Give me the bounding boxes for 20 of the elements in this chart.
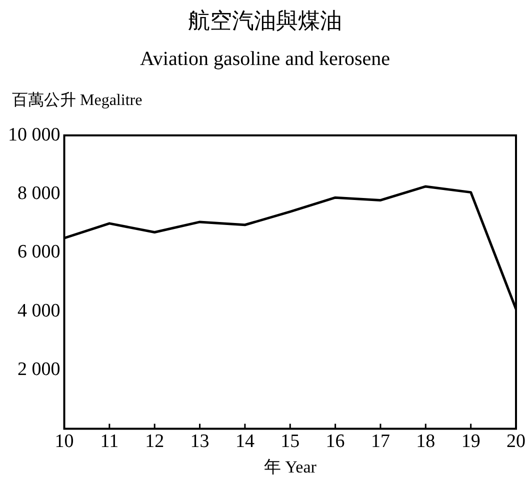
x-tick-label: 18 — [416, 431, 436, 452]
x-tick-label: 13 — [190, 431, 210, 452]
x-tick-label: 16 — [326, 431, 345, 452]
x-tick-label: 11 — [100, 431, 119, 452]
y-tick-label: 10 000 — [8, 124, 60, 146]
y-tick-label: 6 000 — [18, 242, 60, 263]
y-axis-title: 百萬公升 Megalitre — [12, 90, 142, 111]
x-tick-label: 12 — [145, 431, 164, 452]
x-tick-label: 10 — [54, 431, 74, 452]
x-tick-label: 20 — [506, 431, 526, 452]
x-axis-title: 年 Year — [264, 457, 317, 476]
x-tick-label: 17 — [370, 431, 390, 452]
y-tick-label: 4 000 — [18, 300, 60, 322]
x-tick-label: 14 — [235, 431, 255, 452]
chart-subtitle: Aviation gasoline and kerosene — [138, 48, 392, 71]
x-tick-label: 15 — [280, 431, 300, 452]
y-tick-label: 8 000 — [18, 183, 60, 204]
y-tick-label: 2 000 — [18, 359, 60, 380]
x-tick-label: 19 — [461, 431, 480, 452]
chart-title: 航空汽油與煤油 — [187, 7, 343, 35]
